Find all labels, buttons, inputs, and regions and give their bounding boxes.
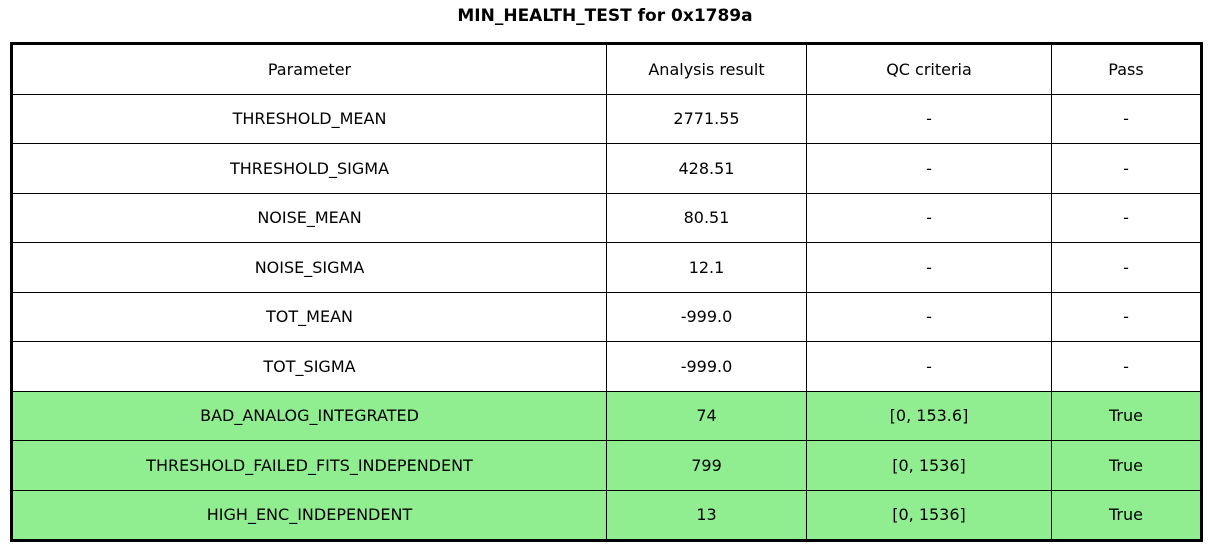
cell-analysis-result: -999.0 bbox=[606, 291, 807, 342]
cell-analysis-result: 428.51 bbox=[606, 143, 807, 194]
cell-pass: True bbox=[1051, 489, 1202, 541]
table-row: TOT_SIGMA -999.0- - bbox=[11, 341, 1202, 392]
cell-parameter: THRESHOLD_SIGMA bbox=[11, 143, 607, 194]
table-row: TOT_MEAN -999.0- - bbox=[11, 291, 1202, 342]
cell-parameter: THRESHOLD_MEAN bbox=[11, 93, 607, 144]
cell-analysis-result: 80.51 bbox=[606, 192, 807, 243]
table-row: HIGH_ENC_INDEPENDENT 13 [0, 1536] True bbox=[11, 489, 1202, 541]
cell-qc-criteria: [0, 1536] bbox=[806, 489, 1052, 541]
cell-pass: - bbox=[1051, 93, 1202, 144]
cell-pass: - bbox=[1051, 341, 1202, 392]
cell-qc-criteria: - bbox=[806, 291, 1052, 342]
table-row: BAD_ANALOG_INTEGRATED 74 [0, 153.6] True bbox=[11, 390, 1202, 441]
cell-pass: True bbox=[1051, 440, 1202, 491]
table-row: THRESHOLD_MEAN 2771.55- - bbox=[11, 93, 1202, 144]
cell-parameter: NOISE_SIGMA bbox=[11, 242, 607, 293]
cell-parameter: TOT_SIGMA bbox=[11, 341, 607, 392]
cell-analysis-result: 799 bbox=[606, 440, 807, 491]
cell-pass: True bbox=[1051, 390, 1202, 441]
figure-title: MIN_HEALTH_TEST for 0x1789a bbox=[457, 6, 753, 26]
column-header-qc-criteria: QC criteria bbox=[806, 43, 1052, 95]
cell-qc-criteria: [0, 1536] bbox=[806, 440, 1052, 491]
column-header-pass: Pass bbox=[1051, 43, 1202, 95]
table-row: NOISE_MEAN 80.51- - bbox=[11, 192, 1202, 243]
cell-pass: - bbox=[1051, 192, 1202, 243]
cell-pass: - bbox=[1051, 143, 1202, 194]
cell-pass: - bbox=[1051, 291, 1202, 342]
cell-parameter: TOT_MEAN bbox=[11, 291, 607, 342]
cell-parameter: HIGH_ENC_INDEPENDENT bbox=[11, 489, 607, 541]
cell-parameter: BAD_ANALOG_INTEGRATED bbox=[11, 390, 607, 441]
cell-analysis-result: 12.1 bbox=[606, 242, 807, 293]
cell-analysis-result: 13 bbox=[606, 489, 807, 541]
table-header: Parameter Analysis result QC criteria Pa… bbox=[11, 43, 1202, 95]
table-row: NOISE_SIGMA 12.1- - bbox=[11, 242, 1202, 293]
qc-results-table: Parameter Analysis result QC criteria Pa… bbox=[10, 42, 1203, 542]
cell-parameter: THRESHOLD_FAILED_FITS_INDEPENDENT bbox=[11, 440, 607, 491]
cell-qc-criteria: - bbox=[806, 192, 1052, 243]
cell-qc-criteria: - bbox=[806, 242, 1052, 293]
cell-qc-criteria: - bbox=[806, 341, 1052, 392]
cell-analysis-result: 2771.55 bbox=[606, 93, 807, 144]
column-header-analysis-result: Analysis result bbox=[606, 43, 807, 95]
table-row: THRESHOLD_SIGMA 428.51- - bbox=[11, 143, 1202, 194]
table-row: THRESHOLD_FAILED_FITS_INDEPENDENT 799 [0, … bbox=[11, 440, 1202, 491]
cell-qc-criteria: - bbox=[806, 93, 1052, 144]
cell-analysis-result: -999.0 bbox=[606, 341, 807, 392]
cell-pass: - bbox=[1051, 242, 1202, 293]
header-row: Parameter Analysis result QC criteria Pa… bbox=[11, 43, 1202, 95]
table-body: THRESHOLD_MEAN 2771.55- - THRESHOLD_SIGMA 42… bbox=[11, 93, 1202, 541]
column-header-parameter: Parameter bbox=[11, 43, 607, 95]
cell-qc-criteria: - bbox=[806, 143, 1052, 194]
cell-qc-criteria: [0, 153.6] bbox=[806, 390, 1052, 441]
cell-parameter: NOISE_MEAN bbox=[11, 192, 607, 243]
cell-analysis-result: 74 bbox=[606, 390, 807, 441]
